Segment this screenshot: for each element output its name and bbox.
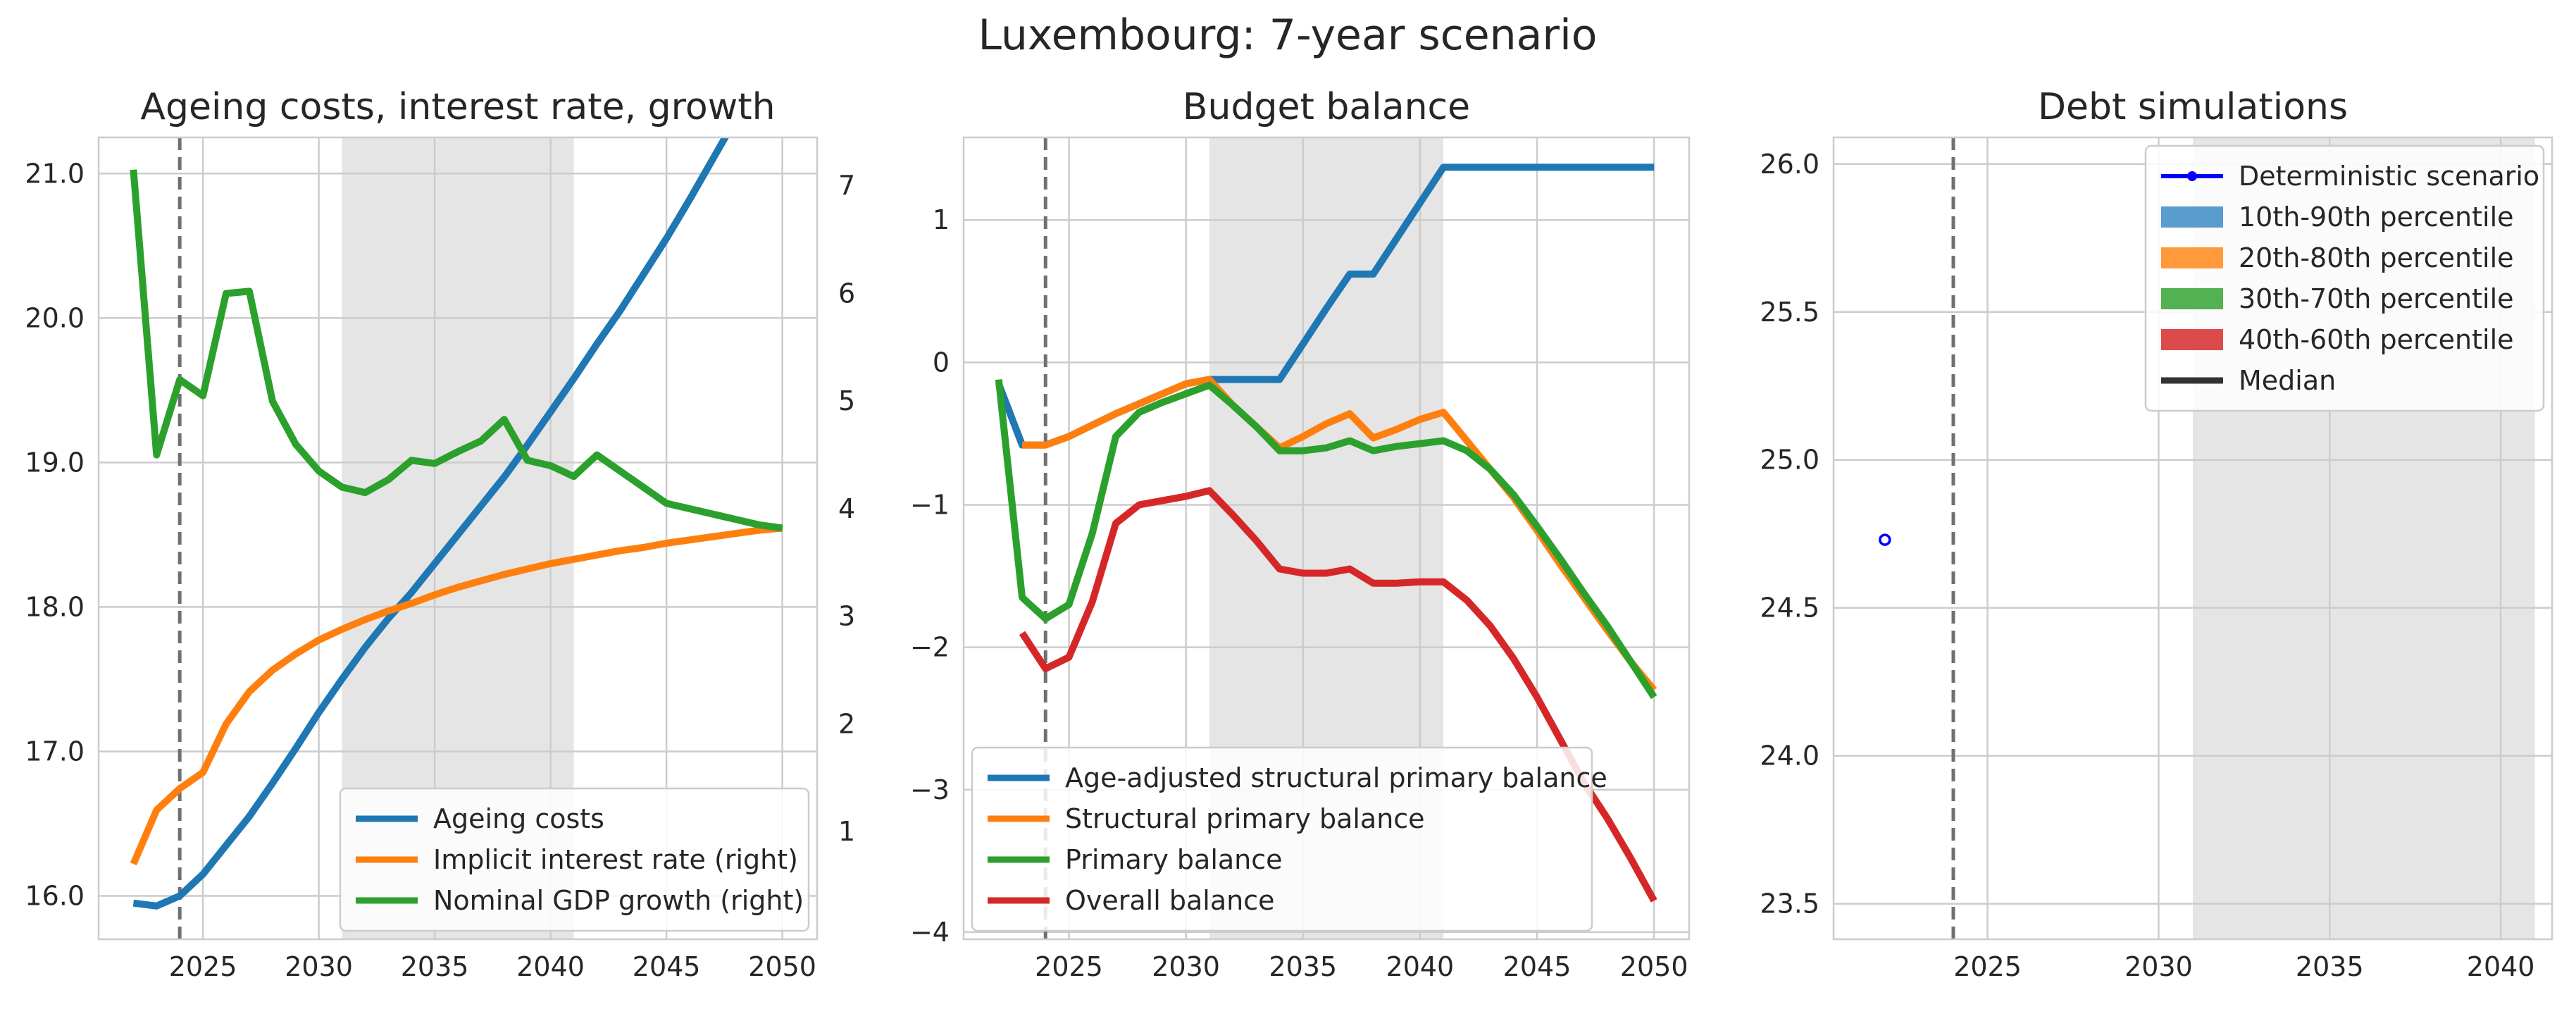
legend-box <box>971 746 1593 932</box>
y-tick-label: 17.0 <box>25 736 85 767</box>
legend-label: 30th-70th percentile <box>2239 283 2514 314</box>
legend-label: Implicit interest rate (right) <box>433 844 798 875</box>
legend-label: 40th-60th percentile <box>2239 324 2514 355</box>
x-tick-label: 2035 <box>2296 951 2364 982</box>
y-tick-label: 21.0 <box>25 158 85 189</box>
x-tick-label: 2050 <box>1620 951 1688 982</box>
chart-title: Ageing costs, interest rate, growth <box>140 86 775 128</box>
legend-label: Overall balance <box>1065 885 1275 916</box>
y2-tick-label: 2 <box>838 708 855 739</box>
series-line <box>995 379 1657 700</box>
legend-label: 10th-90th percentile <box>2239 202 2514 233</box>
legend-swatch <box>2161 329 2223 350</box>
chart-title: Budget balance <box>1183 86 1470 128</box>
series-line <box>1019 487 1657 903</box>
y2-tick-label: 7 <box>838 171 855 202</box>
data-point <box>1879 533 1891 546</box>
series-line <box>130 169 783 532</box>
y-tick-label: 0 <box>933 347 950 378</box>
x-tick-label: 2045 <box>633 951 701 982</box>
y-tick-label: 26.0 <box>1760 149 1819 180</box>
y-tick-label: 25.5 <box>1760 297 1819 328</box>
series-line <box>132 137 730 910</box>
x-tick-label: 2045 <box>1503 951 1572 982</box>
legend-swatch <box>2161 288 2223 309</box>
legend-swatch <box>2161 247 2223 268</box>
chart-debt-simulations: 2025 2030 2035 2040 23.5 24.0 24.5 25.0 25.5 26.0… <box>1760 86 2553 982</box>
x-tick-label: 2040 <box>1386 951 1455 982</box>
x-tick-label: 2040 <box>516 951 585 982</box>
y-tick-label: 19.0 <box>25 447 85 478</box>
x-tick-label: 2025 <box>1953 951 2022 982</box>
legend-box <box>2144 144 2545 412</box>
x-tick-label: 2025 <box>169 951 237 982</box>
y-tick-label: −4 <box>910 917 950 948</box>
x-tick-label: 2030 <box>285 951 353 982</box>
x-tick-label: 2035 <box>401 951 469 982</box>
legend-label: Primary balance <box>1065 844 1283 875</box>
y2-tick-label: 1 <box>838 816 855 847</box>
figure-title: Luxembourg: 7-year scenario <box>978 11 1598 60</box>
legend-label: Age-adjusted structural primary balance <box>1065 762 1607 793</box>
chart-title: Debt simulations <box>2038 86 2348 128</box>
y-tick-label: 20.0 <box>25 302 85 333</box>
legend-swatch <box>2161 206 2223 228</box>
plot-frame <box>962 136 1691 941</box>
y2-tick-label: 5 <box>838 385 855 416</box>
y-tick-label: 18.0 <box>25 591 85 622</box>
legend: Age-adjusted structural primary balance S… <box>971 746 1607 932</box>
y-tick-label: 1 <box>933 204 950 235</box>
y-tick-label: −1 <box>910 489 950 520</box>
legend-label: Ageing costs <box>433 803 604 834</box>
y-tick-label: −2 <box>910 632 950 663</box>
y-tick-label: 23.5 <box>1760 889 1819 920</box>
legend: Ageing costs Implicit interest rate (righ… <box>339 787 810 932</box>
plot-frame <box>1832 136 2553 941</box>
legend: Deterministic scenario 10th-90th percenti… <box>2144 144 2545 412</box>
x-tick-label: 2050 <box>748 951 816 982</box>
y-tick-label: 24.5 <box>1760 593 1819 624</box>
legend-marker <box>2187 171 2197 181</box>
legend-label: Nominal GDP growth (right) <box>433 885 804 916</box>
x-tick-label: 2040 <box>2467 951 2535 982</box>
y-tick-label: −3 <box>910 774 950 805</box>
series-line <box>130 524 783 866</box>
y-tick-label: 16.0 <box>25 880 85 911</box>
legend-label: Structural primary balance <box>1065 803 1425 834</box>
plot-frame <box>97 136 819 941</box>
legend-label: 20th-80th percentile <box>2239 242 2514 273</box>
x-tick-label: 2030 <box>2124 951 2193 982</box>
chart-ageing-costs: 2025 2030 2035 2040 2045 2050 16.0 17.0 18.0 19.0… <box>25 86 855 982</box>
y2-tick-label: 4 <box>838 493 855 524</box>
legend-label: Deterministic scenario <box>2239 161 2539 192</box>
y2-tick-label: 3 <box>838 601 855 632</box>
legend-label: Median <box>2239 365 2336 396</box>
legend-box <box>339 787 810 932</box>
y-tick-label: 25.0 <box>1760 445 1819 476</box>
y-tick-label: 24.0 <box>1760 741 1819 772</box>
x-tick-label: 2030 <box>1152 951 1220 982</box>
x-tick-label: 2025 <box>1035 951 1103 982</box>
y2-tick-label: 6 <box>838 278 855 309</box>
x-tick-label: 2035 <box>1269 951 1337 982</box>
chart-budget-balance: 2025 2030 2035 2040 2045 2050 −4 −3 −2 −1 0 1 Budget… <box>910 86 1691 982</box>
